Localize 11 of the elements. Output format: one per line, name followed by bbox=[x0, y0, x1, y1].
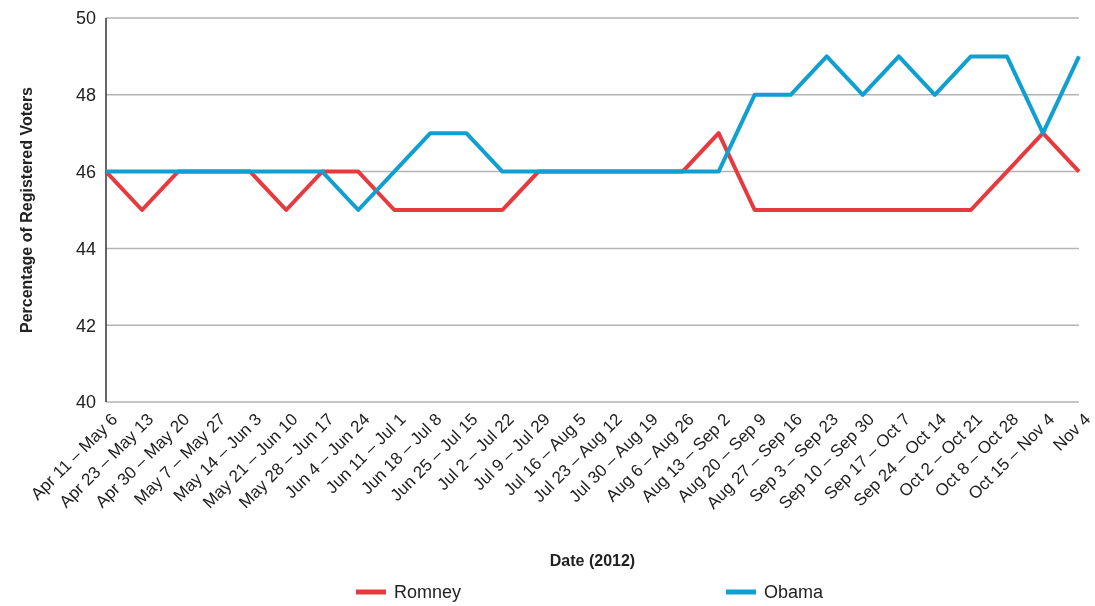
y-tick-label: 46 bbox=[75, 161, 96, 182]
y-tick-label: 50 bbox=[75, 8, 96, 29]
y-tick-label: 48 bbox=[75, 85, 96, 106]
y-tick-label: 40 bbox=[75, 392, 96, 413]
x-axis-title: Date (2012) bbox=[549, 552, 636, 569]
y-axis-title: Percentage of Registered Voters bbox=[18, 86, 35, 334]
y-tick-label: 42 bbox=[75, 315, 96, 336]
y-tick-label: 44 bbox=[75, 238, 96, 259]
legend-label: Obama bbox=[764, 582, 825, 603]
line-series bbox=[104, 54, 1081, 212]
legend-label: Romney bbox=[394, 582, 462, 603]
